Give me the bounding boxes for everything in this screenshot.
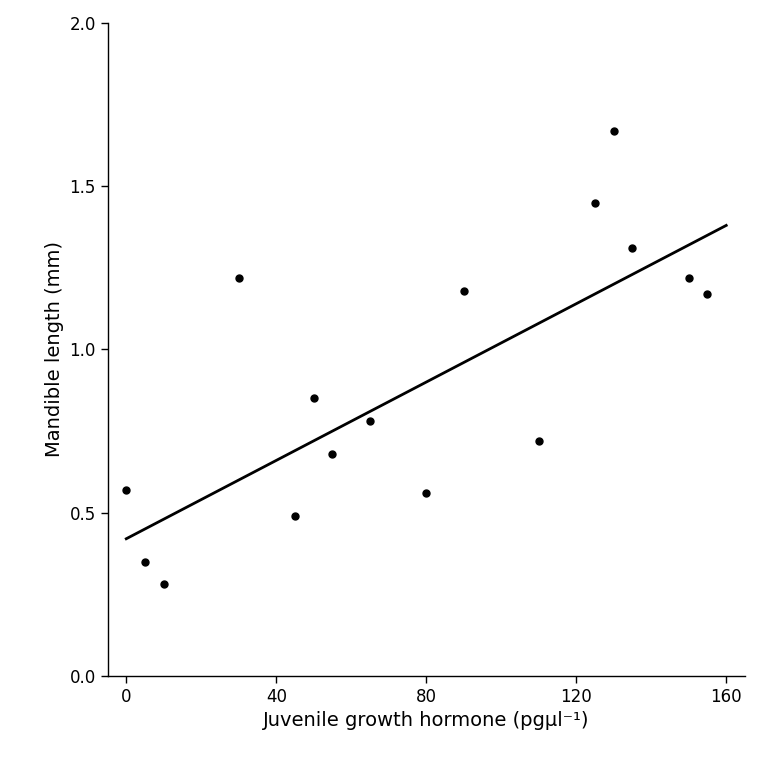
X-axis label: Juvenile growth hormone (pgμl⁻¹): Juvenile growth hormone (pgμl⁻¹) bbox=[263, 711, 590, 730]
Point bbox=[289, 510, 301, 522]
Point bbox=[157, 578, 170, 591]
Point bbox=[701, 288, 713, 300]
Point bbox=[139, 555, 151, 568]
Point bbox=[683, 271, 695, 283]
Point bbox=[420, 487, 432, 499]
Point bbox=[532, 435, 545, 447]
Point bbox=[233, 271, 245, 283]
Point bbox=[458, 285, 470, 297]
Point bbox=[607, 124, 620, 137]
Point bbox=[120, 484, 132, 496]
Point bbox=[326, 448, 339, 460]
Y-axis label: Mandible length (mm): Mandible length (mm) bbox=[45, 241, 64, 458]
Point bbox=[364, 415, 376, 427]
Point bbox=[627, 242, 639, 254]
Point bbox=[589, 197, 601, 209]
Point bbox=[308, 392, 320, 405]
